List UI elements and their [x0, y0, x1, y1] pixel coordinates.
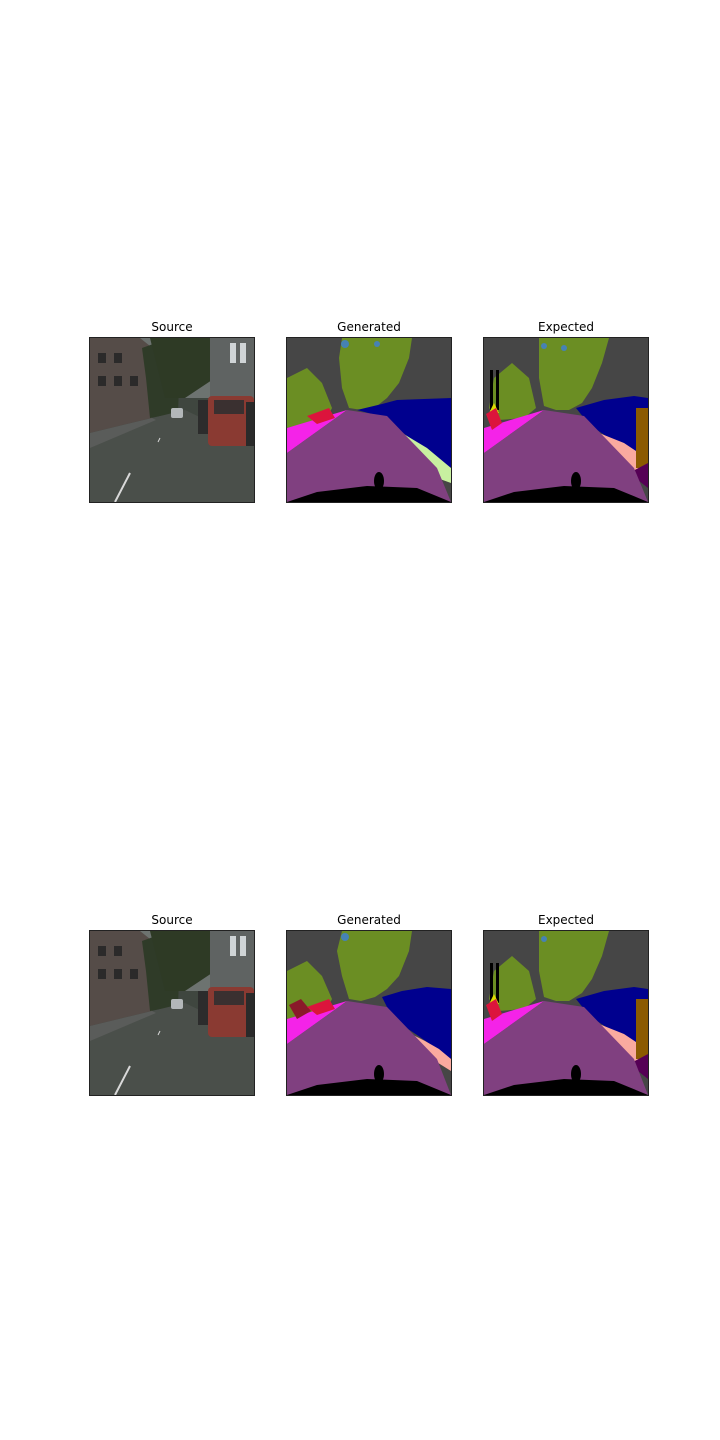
segmentation-map-image: [287, 338, 451, 502]
generated-segmentation: [286, 337, 452, 503]
street-photo-image: [90, 338, 254, 502]
source-photo: [89, 930, 255, 1096]
panel-title: Source: [151, 320, 193, 334]
expected-segmentation: [483, 337, 649, 503]
panel-title: Expected: [538, 320, 594, 334]
generated-panel: Generated: [286, 320, 452, 503]
panel-title: Generated: [337, 320, 401, 334]
source-photo: [89, 337, 255, 503]
segmentation-map-image: [287, 931, 451, 1095]
generated-segmentation: [286, 930, 452, 1096]
source-panel: Source: [89, 320, 255, 503]
panel-title: Generated: [337, 913, 401, 927]
expected-panel: Expected: [483, 913, 649, 1096]
expected-segmentation: [483, 930, 649, 1096]
segmentation-map-image: [484, 931, 648, 1095]
segmentation-map-image: [484, 338, 648, 502]
expected-panel: Expected: [483, 320, 649, 503]
generated-panel: Generated: [286, 913, 452, 1096]
panel-title: Source: [151, 913, 193, 927]
panel-title: Expected: [538, 913, 594, 927]
street-photo-image: [90, 931, 254, 1095]
source-panel: Source: [89, 913, 255, 1096]
